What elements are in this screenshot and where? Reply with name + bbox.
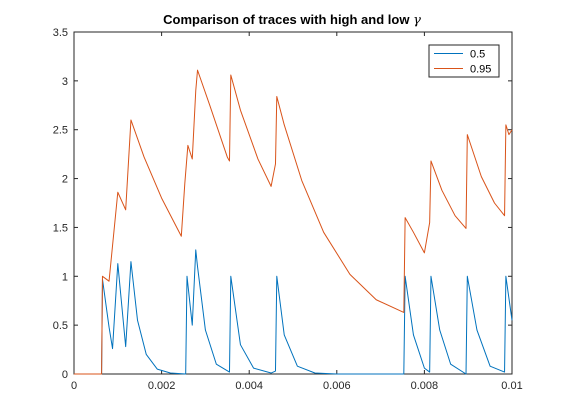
x-tick-label: 0.01 — [501, 380, 522, 392]
series-line-1 — [74, 249, 513, 375]
y-tick-label: 1.5 — [53, 222, 68, 234]
y-tick-label: 2.5 — [53, 125, 68, 137]
series-lines — [74, 69, 513, 375]
legend-label-series-2: 0.95 — [470, 64, 491, 76]
legend-box — [428, 44, 500, 78]
plot-area: 0 0.002 0.004 0.006 0.008 0.01 0 0.5 1 1.5 2 2.5 3 3.… — [53, 27, 523, 392]
y-tick-label: 0 — [62, 369, 68, 381]
x-tick-label: 0 — [71, 380, 77, 392]
y-tick-label: 2 — [62, 174, 68, 186]
y-tick-label: 3.5 — [53, 27, 68, 39]
axes-box — [73, 31, 513, 375]
axis-ticks: 0 0.002 0.004 0.006 0.008 0.01 0 0.5 1 1.5 2 2.5 3 3.… — [53, 27, 523, 392]
y-tick-label: 0.5 — [53, 320, 68, 332]
y-tick-label: 1 — [62, 271, 68, 283]
y-tick-label: 3 — [62, 76, 68, 88]
chart-title: Comparison of traces with high and low γ — [163, 12, 421, 28]
x-tick-label: 0.008 — [411, 380, 439, 392]
x-tick-label: 0.006 — [323, 380, 351, 392]
legend-label-series-1: 0.5 — [470, 49, 485, 61]
x-tick-label: 0.002 — [148, 380, 176, 392]
chart-title-text: Comparison of traces with high and low — [163, 12, 413, 27]
series-line-2 — [74, 69, 513, 375]
x-tick-label: 0.004 — [235, 380, 263, 392]
chart-title-symbol: γ — [413, 13, 421, 28]
legend: 0.5 0.95 — [428, 44, 500, 78]
